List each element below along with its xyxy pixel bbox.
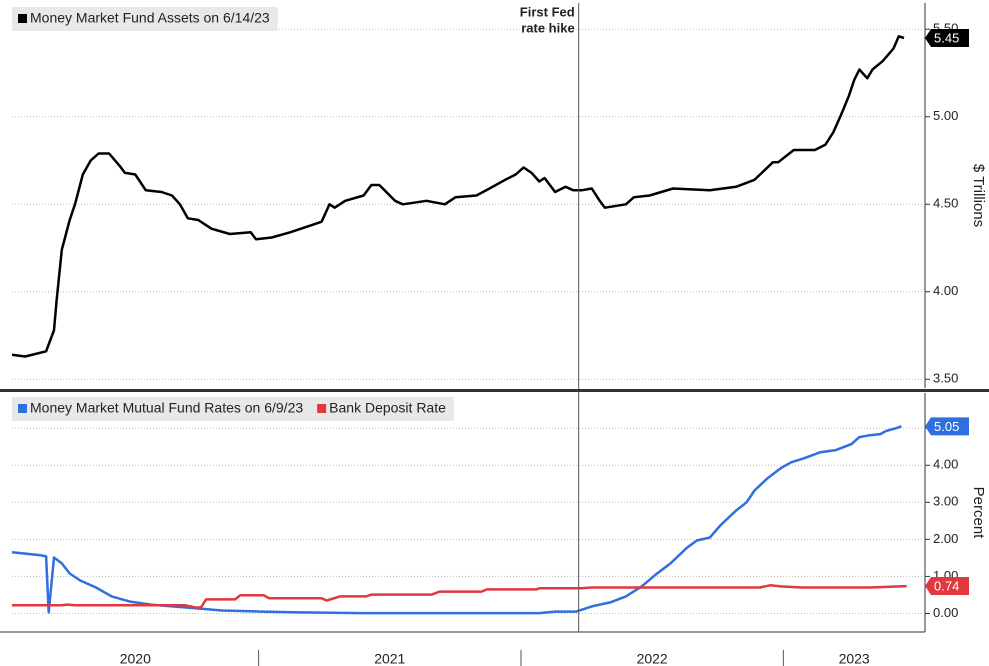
legend-label: Money Market Fund Assets on 6/14/23 xyxy=(30,10,270,26)
annotation: First Fed xyxy=(520,4,575,19)
series-line xyxy=(12,584,907,609)
last-value-label: 0.74 xyxy=(934,578,959,593)
y-axis-label: Percent xyxy=(970,487,987,540)
y-tick-label: 4.00 xyxy=(933,283,958,298)
legend-swatch xyxy=(18,404,27,413)
annotation: rate hike xyxy=(521,20,574,35)
x-tick-label: 2023 xyxy=(839,651,870,666)
last-value-box xyxy=(925,417,969,436)
y-tick-label: 0.00 xyxy=(933,605,958,620)
legend-label: Money Market Mutual Fund Rates on 6/9/23 xyxy=(30,400,303,416)
y-tick-label: 4.50 xyxy=(933,196,958,211)
x-tick-label: 2022 xyxy=(637,651,668,666)
x-tick-label: 2020 xyxy=(120,651,151,666)
legend: Money Market Fund Assets on 6/14/23 xyxy=(12,7,278,31)
y-tick-label: 2.00 xyxy=(933,531,958,546)
last-value-box xyxy=(925,29,969,47)
last-value-box xyxy=(925,577,969,596)
y-axis-label: $ Trillions xyxy=(970,164,987,227)
legend: Money Market Mutual Fund Rates on 6/9/23… xyxy=(12,397,454,421)
series-line xyxy=(11,35,905,358)
series-line xyxy=(11,425,902,615)
legend-bg xyxy=(12,7,278,31)
x-tick-label: 2021 xyxy=(374,651,405,666)
y-tick-label: 3.00 xyxy=(933,494,958,509)
y-tick-label: 5.00 xyxy=(933,108,958,123)
legend-swatch xyxy=(18,14,27,23)
legend-swatch xyxy=(317,404,327,413)
y-tick-label: 3.50 xyxy=(933,371,958,386)
last-value-label: 5.05 xyxy=(934,419,959,434)
legend-label: Bank Deposit Rate xyxy=(329,400,446,416)
y-tick-label: 4.00 xyxy=(933,457,958,472)
legend-bg xyxy=(12,397,454,421)
last-value-label: 5.45 xyxy=(934,30,959,45)
